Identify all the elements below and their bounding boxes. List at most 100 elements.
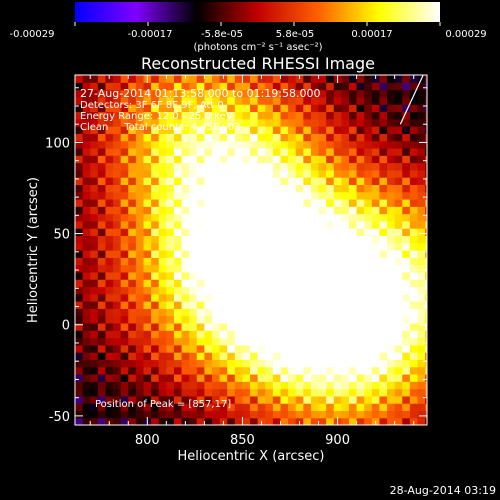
- heatmap-cell: [189, 177, 198, 185]
- heatmap-cell: [348, 359, 358, 368]
- heatmap-cell: [387, 293, 396, 302]
- heatmap-cell: [348, 169, 358, 178]
- heatmap-cell: [341, 315, 350, 324]
- heatmap-cell: [173, 279, 183, 288]
- heatmap-cell: [173, 373, 183, 382]
- heatmap-cell: [242, 322, 251, 331]
- heatmap-cell: [181, 220, 190, 229]
- heatmap-cell: [371, 104, 381, 113]
- heatmap-cell: [257, 271, 266, 280]
- heatmap-cell: [348, 257, 358, 266]
- heatmap-cell: [326, 301, 335, 309]
- heatmap-cell: [143, 184, 152, 193]
- heatmap-cell: [196, 250, 205, 258]
- heatmap-cell: [265, 330, 274, 339]
- heatmap-cell: [280, 410, 289, 419]
- heatmap-cell: [326, 322, 335, 331]
- heatmap-cell: [113, 410, 122, 419]
- heatmap-cell: [173, 82, 183, 91]
- heatmap-cell: [204, 410, 213, 419]
- heatmap-cell: [151, 381, 160, 390]
- heatmap-cell: [310, 140, 320, 149]
- heatmap-cell: [303, 264, 312, 273]
- heatmap-cell: [219, 337, 228, 346]
- heatmap-cell: [280, 322, 289, 331]
- heatmap-cell: [196, 410, 205, 419]
- heatmap-cell: [211, 388, 221, 397]
- heatmap-cell: [158, 89, 167, 98]
- heatmap-cell: [257, 395, 266, 404]
- heatmap-cell: [181, 250, 190, 258]
- heatmap-cell: [97, 366, 107, 375]
- heatmap-cell: [166, 133, 175, 142]
- heatmap-cell: [189, 395, 198, 404]
- heatmap-cell: [265, 410, 274, 419]
- heatmap-cell: [143, 162, 152, 171]
- heatmap-cell: [227, 293, 236, 302]
- heatmap-cell: [166, 184, 175, 193]
- heatmap-cell: [120, 75, 129, 83]
- heatmap-cell: [90, 133, 99, 142]
- heatmap-cell: [97, 133, 107, 142]
- heatmap-cell: [402, 322, 411, 331]
- heatmap-cell: [356, 417, 365, 425]
- heatmap-cell: [196, 75, 205, 83]
- heatmap-cell: [409, 330, 419, 339]
- heatmap-cell: [409, 191, 419, 200]
- heatmap-cell: [318, 373, 327, 382]
- heatmap-cell: [280, 257, 289, 266]
- heatmap-cell: [204, 293, 213, 302]
- heatmap-cell: [196, 388, 205, 397]
- heatmap-cell: [196, 96, 205, 105]
- heatmap-cell: [379, 184, 388, 193]
- heatmap-cell: [250, 242, 259, 251]
- heatmap-cell: [227, 322, 236, 331]
- heatmap-cell: [318, 403, 327, 412]
- heatmap-cell: [348, 104, 358, 113]
- heatmap-cell: [173, 140, 183, 149]
- heatmap-cell: [250, 147, 259, 156]
- heatmap-cell: [409, 235, 419, 244]
- heatmap-cell: [341, 271, 350, 280]
- heatmap-cell: [402, 395, 411, 404]
- heatmap-cell: [143, 366, 152, 375]
- heatmap-cell: [82, 198, 91, 207]
- heatmap-cell: [265, 250, 274, 258]
- heatmap-cell: [341, 403, 350, 412]
- heatmap-cell: [75, 417, 84, 425]
- heatmap-cell: [379, 308, 388, 317]
- heatmap-cell: [333, 301, 342, 309]
- heatmap-cell: [394, 257, 403, 266]
- heatmap-cell: [189, 184, 198, 193]
- heatmap-cell: [135, 257, 145, 266]
- heatmap-cell: [318, 235, 327, 244]
- heatmap-cell: [234, 235, 244, 244]
- heatmap-cell: [348, 315, 358, 324]
- heatmap-cell: [402, 126, 411, 134]
- heatmap-cell: [303, 344, 312, 353]
- heatmap-cell: [417, 322, 426, 331]
- heatmap-cell: [151, 118, 160, 127]
- heatmap-cell: [128, 235, 137, 244]
- annotation-energy: Energy Range: 12.0 - 25.0 keV: [80, 111, 233, 122]
- heatmap-cell: [364, 118, 373, 127]
- heatmap-cell: [128, 381, 137, 390]
- heatmap-cell: [402, 213, 411, 222]
- heatmap-cell: [189, 162, 198, 171]
- heatmap-cell: [82, 213, 91, 222]
- heatmap-cell: [143, 395, 152, 404]
- heatmap-cell: [371, 184, 381, 193]
- heatmap-cell: [387, 242, 396, 251]
- heatmap-cell: [257, 315, 266, 324]
- heatmap-cell: [310, 169, 320, 178]
- heatmap-cell: [151, 206, 160, 215]
- heatmap-cell: [303, 104, 312, 113]
- heatmap-cell: [280, 191, 289, 200]
- heatmap-cell: [409, 264, 419, 273]
- heatmap-cell: [181, 293, 190, 302]
- heatmap-cell: [113, 293, 122, 302]
- heatmap-cell: [82, 293, 91, 302]
- heatmap-cell: [326, 388, 335, 397]
- heatmap-cell: [341, 177, 350, 185]
- heatmap-cell: [310, 322, 320, 331]
